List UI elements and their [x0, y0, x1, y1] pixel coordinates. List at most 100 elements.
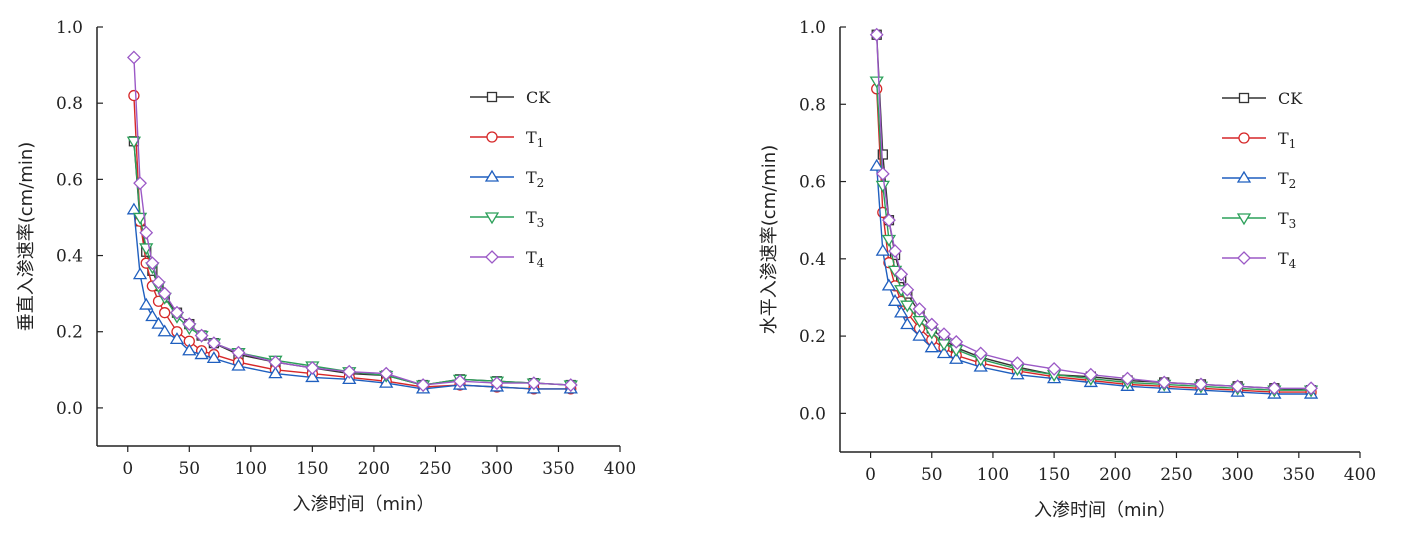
legend-marker	[1236, 170, 1252, 183]
y-tick-label: 0.0	[56, 399, 83, 419]
legend-marker	[1237, 251, 1251, 265]
data-point	[268, 366, 283, 379]
series-t3	[869, 76, 1319, 398]
data-point	[1010, 356, 1025, 371]
data-point	[1267, 381, 1282, 396]
x-tick-label: 150	[296, 459, 328, 479]
data-point	[231, 358, 246, 371]
data-point	[159, 307, 171, 319]
data-point	[936, 346, 952, 359]
data-point	[453, 374, 467, 389]
data-point	[379, 366, 394, 381]
legend-label: T3	[1278, 209, 1296, 231]
data-point	[126, 50, 141, 65]
legend-label: T2	[526, 168, 544, 190]
data-point	[194, 328, 209, 343]
legend-label: T1	[1278, 129, 1296, 151]
x-tick-label: 50	[921, 465, 943, 485]
data-point	[875, 243, 890, 256]
data-point	[206, 351, 222, 364]
y-tick-label: 0.4	[56, 247, 83, 267]
legend-label: T3	[526, 208, 544, 230]
data-point	[900, 300, 915, 313]
data-point	[126, 136, 142, 149]
series-line	[133, 95, 571, 390]
data-point	[1230, 379, 1245, 394]
data-point	[182, 317, 197, 332]
data-point	[145, 256, 160, 271]
data-point	[151, 316, 166, 329]
x-tick-label: 50	[178, 459, 200, 479]
data-point	[206, 336, 221, 351]
data-point	[900, 282, 915, 297]
data-point	[563, 378, 578, 392]
data-point	[305, 370, 320, 383]
data-point	[132, 212, 148, 225]
y-tick-label: 0.8	[56, 94, 83, 114]
data-point	[1047, 362, 1062, 376]
legend: CK T1 T2 T3 T4	[1222, 89, 1303, 271]
legend-label: T4	[526, 248, 545, 270]
data-point	[268, 355, 283, 370]
x-tick-label: 150	[1038, 465, 1070, 485]
data-point	[881, 278, 897, 291]
data-point	[151, 275, 166, 290]
data-point	[912, 328, 927, 341]
data-point	[937, 327, 951, 342]
y-tick-label: 0.4	[799, 250, 826, 270]
data-point	[416, 378, 431, 392]
x-tick-label: 100	[977, 465, 1009, 485]
legend-label: CK	[1278, 89, 1303, 108]
y-tick-label: 0.6	[56, 170, 83, 190]
legend-label: T2	[1278, 169, 1296, 191]
x-tick-label: 350	[1283, 465, 1315, 485]
legend-marker	[485, 250, 499, 264]
series-t2	[126, 202, 578, 394]
data-point	[887, 294, 903, 306]
data-point	[139, 225, 154, 240]
y-axis-label: 垂直入渗速率(cm/min)	[16, 142, 37, 331]
legend-marker	[1238, 92, 1250, 104]
data-point	[900, 317, 915, 330]
y-tick-label: 0.6	[799, 173, 826, 193]
y-tick-label: 0.2	[799, 327, 826, 347]
data-point	[1194, 377, 1208, 392]
y-tick-label: 1.0	[56, 18, 83, 38]
data-point	[973, 346, 988, 361]
data-point	[157, 286, 172, 301]
legend-marker	[486, 91, 498, 103]
data-point	[882, 213, 896, 228]
data-point	[912, 302, 927, 316]
legend-label: T4	[1278, 249, 1297, 271]
data-point	[1304, 381, 1318, 396]
data-point	[894, 267, 909, 282]
chart-panel-2: 0.0 0.2 0.4 0.6 0.8 1.0 0 50 100 150 200 250 300 350 4…	[759, 18, 1376, 521]
data-point	[133, 176, 147, 191]
y-tick-label: 0.2	[56, 323, 83, 343]
legend-marker	[1238, 132, 1250, 144]
legend: CK T1 T2 T3 T4	[470, 88, 551, 270]
x-tick-label: 300	[481, 459, 513, 479]
x-tick-label: 0	[122, 459, 133, 479]
data-point	[875, 180, 890, 193]
chart-panel-1: 0.0 0.2 0.4 0.6 0.8 1.0 0 50 100 150 200 250 300 350 4…	[16, 18, 636, 515]
y-tick-label: 0.0	[799, 404, 826, 424]
x-tick-label: 200	[358, 459, 390, 479]
data-point	[526, 376, 541, 391]
y-axis-label: 水平入渗速率(cm/min)	[759, 145, 780, 334]
data-point	[342, 364, 357, 379]
x-tick-label: 400	[604, 459, 636, 479]
data-point	[231, 345, 246, 360]
data-point	[139, 297, 154, 310]
data-point	[869, 27, 884, 42]
data-point	[912, 315, 927, 328]
x-tick-label: 250	[1160, 465, 1192, 485]
data-point	[869, 158, 884, 171]
data-point	[1083, 367, 1098, 382]
series-line	[876, 166, 1312, 395]
y-tick-label: 0.8	[799, 95, 826, 115]
x-tick-label: 200	[1099, 465, 1131, 485]
data-point	[888, 244, 902, 259]
legend-marker	[486, 131, 498, 143]
